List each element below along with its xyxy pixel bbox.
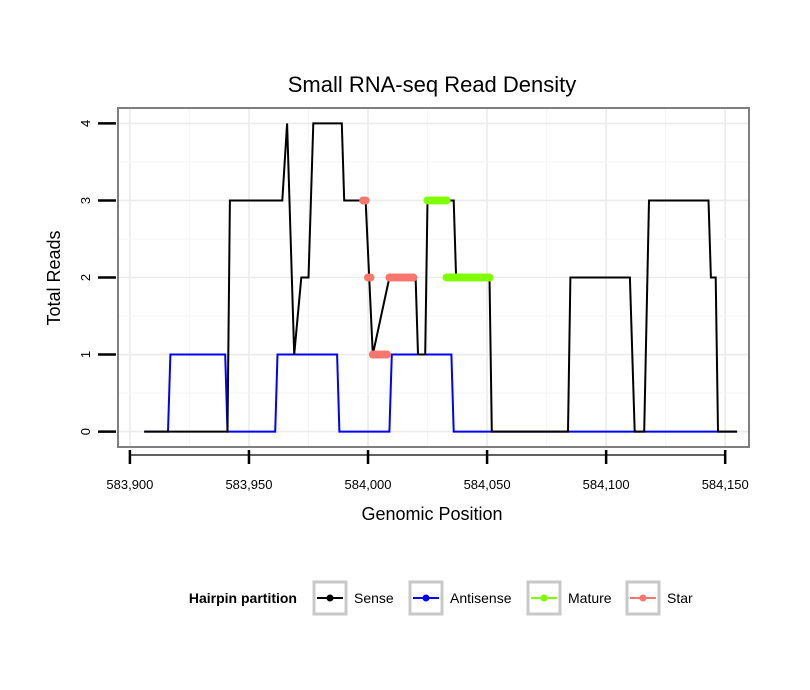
x-tick-label: 584,000 [345, 477, 392, 492]
series-antisense-line [144, 353, 738, 433]
chart-title: Small RNA-seq Read Density [288, 72, 577, 97]
y-tick-label: 3 [78, 197, 93, 204]
legend-item-star: Star [625, 580, 693, 616]
legend-item-mature: Mature [526, 580, 612, 616]
legend-item-antisense: Antisense [408, 580, 512, 616]
x-tick-label: 583,900 [106, 477, 153, 492]
legend-key-dot-sense [326, 594, 334, 602]
series-star-point [366, 273, 375, 282]
legend-key-dot-mature [540, 594, 548, 602]
x-axis-title: Genomic Position [361, 504, 502, 524]
legend-label-mature: Mature [568, 590, 612, 606]
x-tick-label: 584,100 [583, 477, 630, 492]
legend-title: Hairpin partition [189, 590, 297, 606]
series-layer [144, 122, 738, 433]
x-tick-label: 584,050 [464, 477, 511, 492]
series-star-point [383, 350, 392, 359]
y-axis-title: Total Reads [44, 230, 64, 325]
series-mature-point [442, 196, 451, 205]
series-star-point [409, 273, 418, 282]
y-tick-label: 2 [78, 274, 93, 281]
panel-border [117, 107, 750, 448]
legend-label-sense: Sense [354, 590, 394, 606]
series-sense-line [144, 122, 738, 433]
x-tick-label: 583,950 [225, 477, 272, 492]
legend-label-antisense: Antisense [450, 590, 512, 606]
legend-key-dot-star [639, 594, 647, 602]
axes: 583,900 583,950 584,000 584,050 584,100 584,1… [78, 120, 749, 492]
legend-key-dot-antisense [422, 594, 430, 602]
legend: Hairpin partition Sense Antisense Mature St… [189, 580, 693, 616]
series-mature-point [485, 273, 494, 282]
legend-label-star: Star [667, 590, 693, 606]
y-tick-label: 0 [78, 428, 93, 435]
series-star-point [361, 196, 370, 205]
x-tick-label: 584,150 [702, 477, 749, 492]
y-tick-label: 1 [78, 351, 93, 358]
y-tick-label: 4 [78, 120, 93, 127]
legend-item-sense: Sense [312, 580, 394, 616]
